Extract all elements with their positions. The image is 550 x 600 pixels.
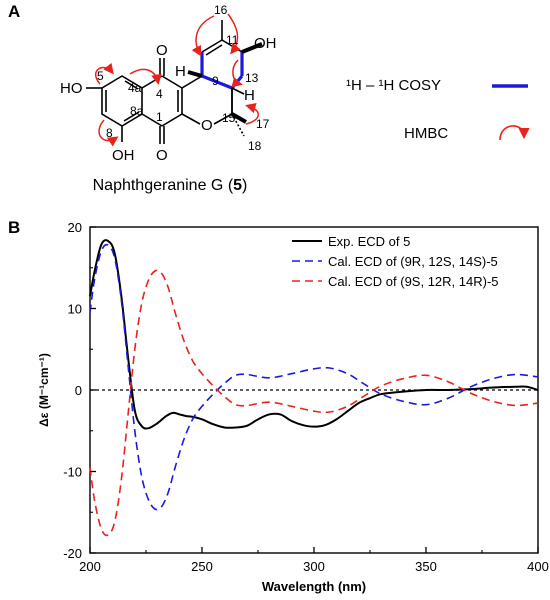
quinone-ring <box>141 58 183 144</box>
cosy-bond <box>201 74 233 90</box>
atom-label-8: 8 <box>106 126 113 140</box>
atom-label-16: 16 <box>214 3 228 17</box>
legend-label-1: Exp. ECD of 5 <box>328 234 410 249</box>
atom-label-17: 17 <box>256 117 270 131</box>
hmbc-arrows <box>94 13 259 147</box>
x-tick-label: 250 <box>191 559 213 574</box>
series-line-3 <box>89 269 539 537</box>
ketone-oxygen-bottom: O <box>156 147 168 164</box>
y-axis-ticks: 20 10 0 -10 -20 <box>63 220 96 561</box>
hmbc-legend-label: HMBC <box>404 125 448 142</box>
atom-label-1: 1 <box>156 110 163 124</box>
atom-label-5: 5 <box>97 69 104 83</box>
ho-group-left: HO <box>60 80 83 97</box>
y-tick-label: -10 <box>63 465 82 480</box>
atom-label-8a: 8a <box>130 104 144 118</box>
hmbc-legend-swatch <box>499 125 530 141</box>
atom-label-9: 9 <box>212 74 219 88</box>
ring-oxygen: O <box>201 117 213 134</box>
atom-label-13: 13 <box>245 71 259 85</box>
methyl-18-hash <box>231 113 245 137</box>
compound-name: Naphthgeranine G (5) <box>93 177 248 194</box>
oh-group-top: OH <box>254 35 277 52</box>
atom-label-11: 11 <box>226 33 239 47</box>
x-tick-label: 350 <box>415 559 437 574</box>
x-tick-label: 400 <box>527 559 549 574</box>
cosy-legend-label: ¹H – ¹H COSY <box>346 77 441 94</box>
y-tick-label: 0 <box>75 383 82 398</box>
x-tick-label: 300 <box>303 559 325 574</box>
structure-legend: ¹H – ¹H COSY HMBC <box>346 77 530 142</box>
chemical-structure-diagram: 16 11 13 9 15 17 18 5 4a 4 1 8a 8 OH HO … <box>60 3 530 194</box>
h9-atom: H <box>175 63 186 80</box>
oh-wedge-bond <box>241 42 263 54</box>
x-axis-ticks: 200 250 300 350 400 <box>79 547 549 574</box>
y-tick-label: 10 <box>68 302 82 317</box>
ketone-oxygen-top: O <box>156 42 168 59</box>
y-axis-label: Δε (M⁻¹cm⁻¹) <box>37 353 51 427</box>
series-line-2 <box>89 243 539 511</box>
atom-label-18: 18 <box>248 139 262 153</box>
ecd-chart: 200 250 300 350 400 20 10 0 -10 -20 Wavelength (… <box>37 220 549 594</box>
h9-wedge-bond <box>187 70 203 78</box>
x-tick-label: 200 <box>79 559 101 574</box>
atom-label-4a: 4a <box>128 81 142 95</box>
y-tick-label: 20 <box>68 220 82 235</box>
h14-atom: H <box>244 87 255 104</box>
panel-letter-a: A <box>8 2 21 21</box>
panel-letter-b: B <box>8 218 21 237</box>
methyl-17-wedge <box>231 112 247 124</box>
oh-group-bottom: OH <box>112 147 135 164</box>
series-layer <box>89 239 539 537</box>
h14-bond <box>231 87 245 95</box>
atom-label-15: 15 <box>222 111 236 125</box>
legend-label-3: Cal. ECD of (9S, 12R, 14R)-5 <box>328 274 499 289</box>
x-axis-label: Wavelength (nm) <box>262 579 366 594</box>
series-line-1 <box>89 239 539 430</box>
legend-label-2: Cal. ECD of (9R, 12S, 14S)-5 <box>328 254 498 269</box>
atom-label-4: 4 <box>156 87 163 101</box>
y-tick-label: -20 <box>63 546 82 561</box>
chart-legend: Exp. ECD of 5 Cal. ECD of (9R, 12S, 14S)-… <box>292 234 499 289</box>
